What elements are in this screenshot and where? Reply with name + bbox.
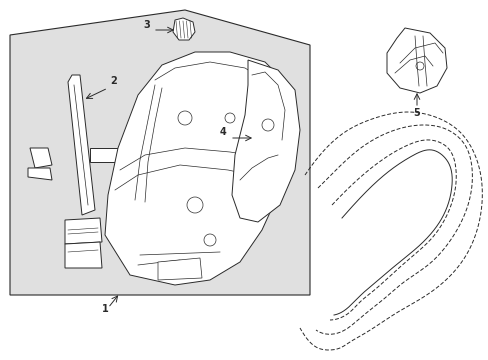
Polygon shape — [158, 258, 202, 280]
Text: 4: 4 — [220, 127, 226, 137]
Text: 3: 3 — [142, 20, 149, 30]
Polygon shape — [173, 18, 195, 40]
Text: 2: 2 — [110, 76, 117, 86]
Polygon shape — [90, 148, 120, 162]
Text: 1: 1 — [102, 304, 108, 314]
Polygon shape — [30, 148, 52, 168]
Polygon shape — [28, 168, 52, 180]
Polygon shape — [65, 242, 102, 268]
Polygon shape — [231, 60, 299, 222]
Polygon shape — [10, 10, 309, 295]
Polygon shape — [65, 218, 102, 244]
Polygon shape — [68, 75, 95, 215]
Polygon shape — [105, 52, 291, 285]
Polygon shape — [386, 28, 446, 93]
Text: 5: 5 — [412, 108, 419, 118]
